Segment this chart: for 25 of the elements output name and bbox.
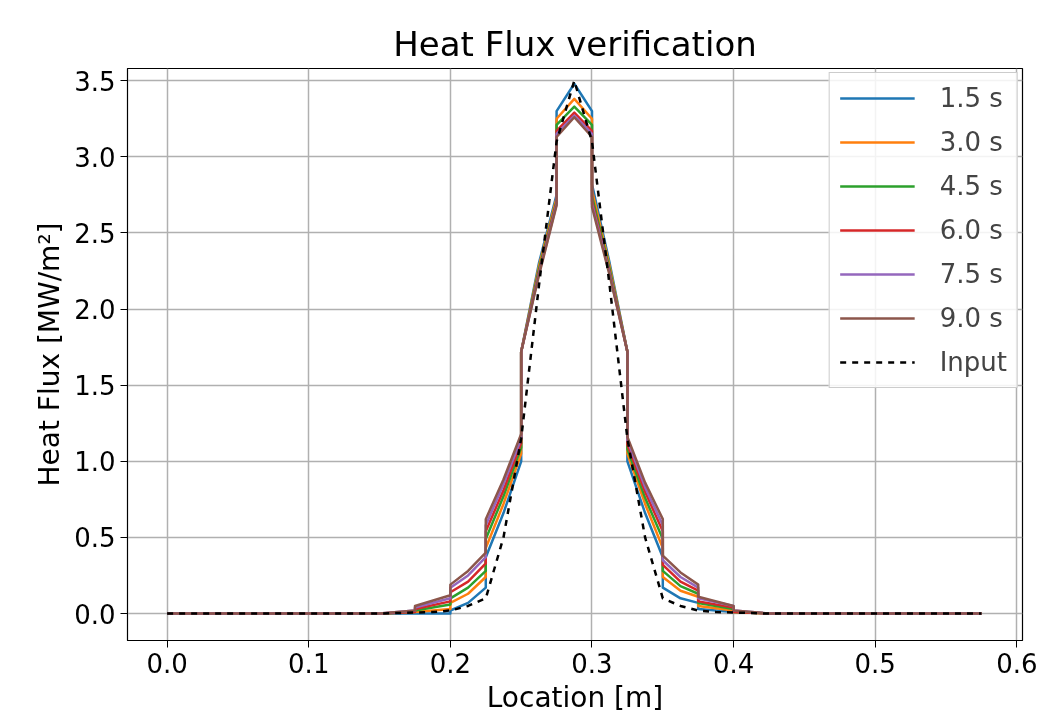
y-tick-label: 1.5 (74, 371, 116, 402)
x-tick-label: 0.4 (712, 648, 755, 679)
x-tick-label: 0.3 (571, 648, 613, 679)
chart-title: Heat Flux verification (393, 23, 757, 64)
legend-label: 3.0 s (939, 127, 1003, 157)
x-tick-label: 0.2 (429, 648, 472, 679)
legend-label: 1.5 s (939, 83, 1003, 113)
legend-label: 6.0 s (939, 215, 1003, 245)
y-axis-title: Heat Flux [MW/m²] (33, 222, 67, 487)
x-tick-label: 0.6 (996, 648, 1038, 679)
y-tick-label: 3.0 (74, 142, 116, 173)
legend-label: 4.5 s (939, 171, 1003, 201)
y-tick-label: 3.5 (74, 66, 116, 97)
y-tick-label: 2.5 (74, 218, 116, 249)
legend-label: 7.5 s (939, 259, 1003, 289)
x-tick-label: 0.5 (854, 648, 896, 679)
x-axis-title: Location [m] (486, 680, 664, 714)
y-tick-label: 2.0 (74, 295, 116, 326)
legend-label: 9.0 s (939, 303, 1003, 333)
x-tick-label: 0.0 (146, 648, 188, 679)
y-tick-label: 0.5 (74, 523, 116, 554)
y-tick-label: 0.0 (74, 599, 116, 630)
y-tick-label: 1.0 (74, 447, 116, 478)
x-tick-label: 0.1 (288, 648, 330, 679)
legend-label: Input (939, 347, 1007, 377)
